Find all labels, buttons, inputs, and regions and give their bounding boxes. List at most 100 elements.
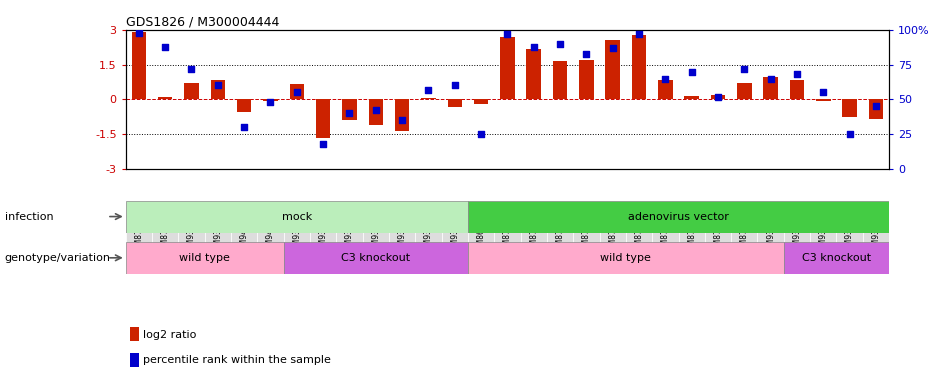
Bar (632, 34, 646, 99)
Text: GSM87307: GSM87307 (529, 214, 538, 255)
Bar (494, 202, 520, 266)
Text: GSM93652: GSM93652 (371, 214, 380, 255)
Text: GSM93633: GSM93633 (292, 213, 302, 255)
Bar (784, 202, 810, 266)
Bar (152, 202, 179, 266)
Bar (546, 202, 573, 266)
Point (421, 87, 436, 93)
Bar (653, 202, 679, 266)
Point (579, 51, 594, 57)
Bar (710, 95, 725, 99)
Text: percentile rank within the sample: percentile rank within the sample (142, 355, 331, 365)
Bar (126, 202, 152, 266)
Text: C3 knockout: C3 knockout (802, 253, 871, 263)
Bar (474, 99, 488, 104)
Bar (500, 37, 515, 99)
Bar (131, 32, 146, 99)
Bar (573, 202, 600, 266)
Text: GSM87311: GSM87311 (635, 214, 643, 255)
Point (816, 90, 830, 96)
Bar (553, 61, 567, 99)
Text: GSM94000: GSM94000 (239, 213, 249, 255)
Point (553, 41, 568, 47)
Text: C3 knockout: C3 knockout (341, 253, 411, 263)
Bar (810, 202, 836, 266)
Text: GSM93659: GSM93659 (845, 213, 854, 255)
Bar (184, 83, 198, 99)
Point (763, 76, 778, 82)
Bar (626, 202, 653, 266)
Bar (369, 99, 383, 125)
Text: GSM93657: GSM93657 (451, 213, 459, 255)
Point (869, 103, 884, 110)
Point (316, 141, 331, 147)
Bar (731, 202, 758, 266)
Text: GSM87316: GSM87316 (134, 214, 143, 255)
Point (843, 131, 857, 137)
Bar (236, 99, 251, 112)
Text: GSM87314: GSM87314 (713, 214, 722, 255)
Text: GSM94001: GSM94001 (266, 214, 275, 255)
Text: GDS1826 / M300004444: GDS1826 / M300004444 (126, 16, 279, 29)
Text: GSM93653: GSM93653 (398, 213, 407, 255)
Text: log2 ratio: log2 ratio (142, 330, 196, 339)
Bar (705, 202, 731, 266)
Point (605, 45, 620, 51)
Bar (789, 80, 804, 99)
Bar (784, 242, 889, 274)
Point (684, 69, 699, 75)
Bar (336, 202, 362, 266)
Bar (579, 60, 594, 99)
Bar (126, 201, 468, 232)
Text: infection: infection (5, 211, 53, 222)
Bar (395, 99, 410, 130)
Text: GSM93651: GSM93651 (345, 214, 354, 255)
Bar (129, 327, 139, 341)
Bar (389, 202, 415, 266)
Bar (448, 99, 462, 108)
Point (658, 76, 673, 82)
Text: GSM93656: GSM93656 (792, 213, 802, 255)
Bar (210, 80, 225, 99)
Text: GSM93634: GSM93634 (318, 213, 328, 255)
Text: wild type: wild type (600, 253, 652, 263)
Bar (816, 99, 830, 100)
Text: GSM87312: GSM87312 (661, 214, 669, 255)
Text: GSM87313: GSM87313 (687, 214, 696, 255)
Point (736, 66, 751, 72)
Bar (679, 202, 705, 266)
Bar (310, 202, 336, 266)
Point (342, 110, 357, 116)
Bar (605, 40, 620, 99)
Bar (737, 83, 751, 99)
Point (369, 108, 384, 114)
Text: GSM87309: GSM87309 (582, 214, 591, 255)
Point (710, 94, 725, 100)
Text: GSM93998: GSM93998 (187, 214, 196, 255)
Bar (758, 202, 784, 266)
Point (631, 31, 646, 37)
Text: GSM93660: GSM93660 (871, 213, 881, 255)
Bar (763, 77, 778, 99)
Text: GSM93655: GSM93655 (766, 213, 776, 255)
Text: GSM87310: GSM87310 (608, 214, 617, 255)
Point (447, 82, 462, 88)
Bar (415, 202, 441, 266)
Bar (126, 242, 284, 274)
Bar (468, 202, 494, 266)
Point (131, 30, 146, 36)
Bar (362, 202, 389, 266)
Point (290, 90, 304, 96)
Bar (600, 202, 626, 266)
Bar (468, 201, 889, 232)
Text: GSM87308: GSM87308 (556, 214, 564, 255)
Text: mock: mock (282, 211, 312, 222)
Bar (527, 48, 541, 99)
Bar (205, 202, 231, 266)
Bar (441, 202, 468, 266)
Point (395, 117, 410, 123)
Point (184, 66, 199, 72)
Point (157, 44, 172, 50)
Bar (290, 84, 304, 99)
Bar (658, 80, 672, 99)
